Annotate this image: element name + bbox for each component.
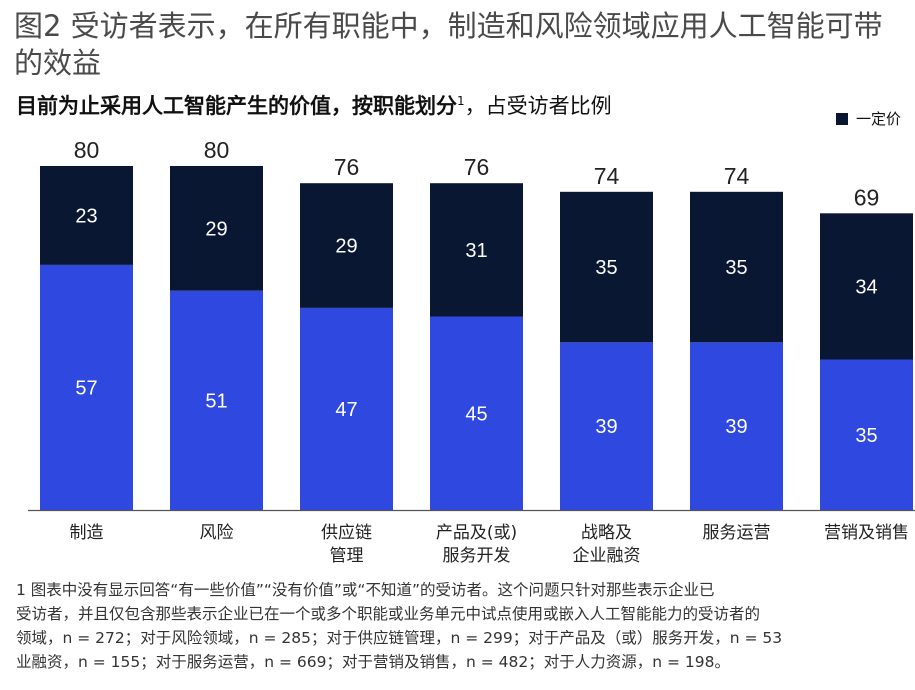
data-label: 29 <box>205 218 227 240</box>
data-label: 31 <box>465 240 487 262</box>
total-label: 74 <box>724 163 750 189</box>
category-label: 产品及(或) <box>436 523 517 543</box>
footnote-line: 1 图表中没有显示回答“有一些价值”“没有价值”或“不知道”的受访者。这个问题只… <box>16 581 715 599</box>
figure-title: 图2 受访者表示，在所有职能中，制造和风险领域应用人工智能可带 的效益 <box>14 8 915 82</box>
data-label: 57 <box>75 377 97 399</box>
category-label: 制造 <box>70 523 104 543</box>
subtitle-footnote-marker: 1 <box>457 94 465 108</box>
chart-legend: 一定价 <box>836 108 901 129</box>
footnote: 1 图表中没有显示回答“有一些价值”“没有价值”或“不知道”的受访者。这个问题只… <box>16 578 915 674</box>
category-label: 企业融资 <box>573 546 641 566</box>
bar-segment-blue <box>430 316 523 510</box>
bar-segment-navy <box>820 213 913 360</box>
category-label: 管理 <box>330 546 364 566</box>
data-label: 47 <box>335 399 357 421</box>
data-label: 35 <box>725 257 747 279</box>
figure-title-line-1: 图2 受访者表示，在所有职能中，制造和风险领域应用人工智能可带 <box>14 9 883 43</box>
data-label: 34 <box>855 276 877 298</box>
total-label: 76 <box>464 154 490 180</box>
data-label: 45 <box>465 403 487 425</box>
bar-segment-blue <box>560 342 653 510</box>
category-label: 服务运营 <box>703 523 771 543</box>
footnote-line: 领域，n = 272；对于风险领域，n = 285；对于供应链管理，n = 29… <box>16 629 783 647</box>
category-label: 营销及销售 <box>824 523 909 543</box>
bar-segment-navy <box>40 166 133 265</box>
bar-segment-blue <box>820 359 913 510</box>
stacked-bar-chart: 57 23 80 制造 51 29 80 风险 47 29 76 供应链管理 45 31 76 产品及(或) 服… <box>28 137 915 566</box>
bar-segment-navy <box>300 183 393 308</box>
data-label: 35 <box>855 425 877 447</box>
data-label: 23 <box>75 205 97 227</box>
category-label: 服务开发 <box>443 546 511 566</box>
subtitle-main: 目前为止采用人工智能产生的价值，按职能划分 <box>16 94 457 118</box>
bar-segment-navy <box>690 191 783 343</box>
chart-subtitle: 目前为止采用人工智能产生的价值，按职能划分1，占受访者比例 <box>16 90 612 120</box>
data-label: 35 <box>595 257 617 279</box>
bar-segment-navy <box>170 166 263 291</box>
total-label: 69 <box>854 184 880 210</box>
data-label: 39 <box>725 416 747 438</box>
legend-swatch-navy <box>836 112 848 125</box>
total-label: 74 <box>594 163 620 189</box>
total-label: 76 <box>334 154 360 180</box>
category-label: 风险 <box>200 523 234 543</box>
figure-title-line-2: 的效益 <box>14 46 102 80</box>
data-label: 29 <box>335 236 357 258</box>
category-label: 战略及 <box>581 523 632 543</box>
footnote-line: 受访者，并且仅包含那些表示企业已在一个或多个职能或业务单元中试点使用或嵌入人工智… <box>16 605 761 623</box>
subtitle-suffix: ，占受访者比例 <box>464 94 612 118</box>
total-label: 80 <box>204 137 230 163</box>
data-label: 39 <box>595 416 617 438</box>
data-label: 51 <box>205 390 227 412</box>
total-label: 80 <box>74 137 100 163</box>
bar-segment-navy <box>430 183 523 317</box>
category-label: 供应链 <box>321 523 372 543</box>
bar-segment-blue <box>690 342 783 510</box>
footnote-line: 业融资，n = 155；对于服务运营，n = 669；对于营销及销售，n = 4… <box>16 653 731 671</box>
bar-segment-blue <box>40 264 133 510</box>
legend-label: 一定价 <box>856 110 902 128</box>
bar-segment-blue <box>300 307 393 510</box>
bar-segment-navy <box>560 191 653 343</box>
bar-segment-blue <box>170 290 263 510</box>
